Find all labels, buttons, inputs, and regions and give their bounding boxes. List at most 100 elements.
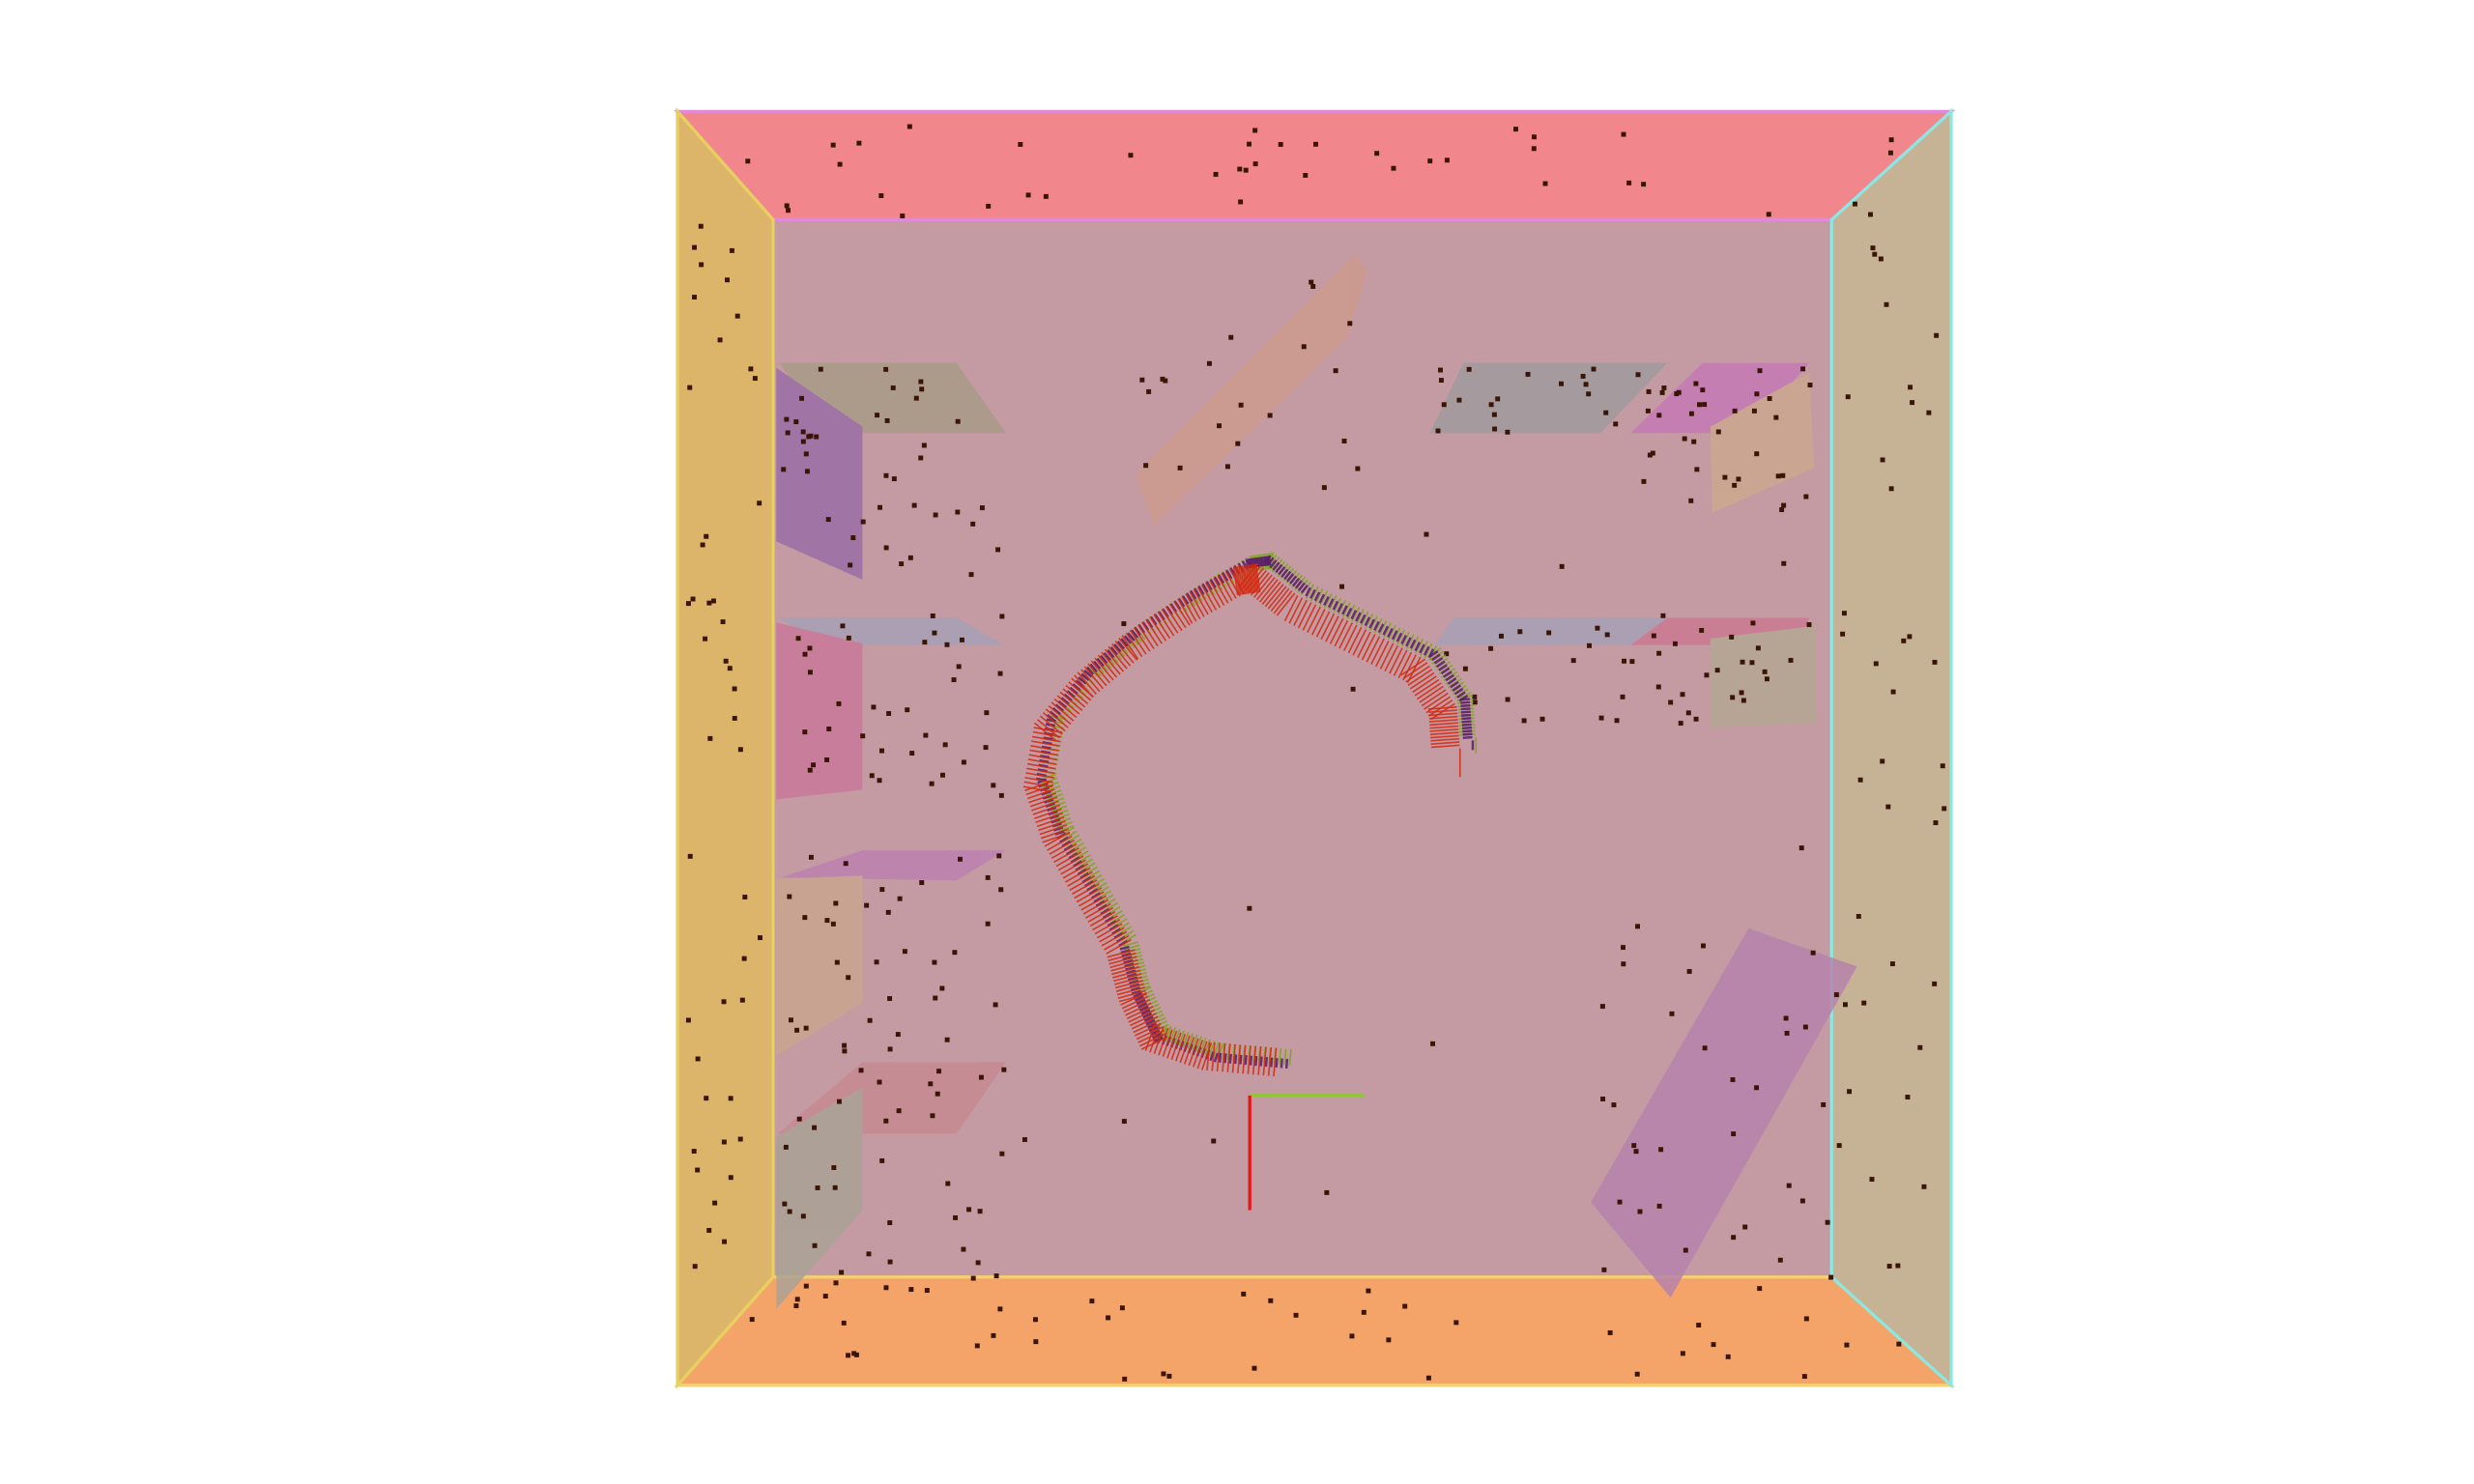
trajectory-segment bbox=[1462, 722, 1472, 723]
cloud-point bbox=[687, 385, 692, 390]
cloud-point bbox=[1693, 382, 1698, 386]
trajectory-segment bbox=[1240, 1055, 1241, 1065]
cloud-point bbox=[1668, 699, 1673, 704]
cloud-point bbox=[971, 1276, 976, 1281]
cloud-point bbox=[745, 158, 750, 163]
cloud-point bbox=[958, 857, 963, 862]
cloud-point bbox=[1837, 1143, 1842, 1148]
cloud-point bbox=[918, 380, 923, 385]
cloud-point bbox=[1121, 621, 1126, 626]
cloud-point bbox=[1776, 473, 1781, 478]
left-wall bbox=[677, 111, 773, 1384]
cloud-point bbox=[692, 295, 697, 300]
cloud-point bbox=[883, 473, 888, 478]
cloud-point bbox=[816, 1185, 820, 1190]
trajectory-segment bbox=[1261, 1057, 1262, 1067]
cloud-point bbox=[1355, 467, 1360, 471]
cloud-point bbox=[844, 861, 849, 866]
trajectory-segment bbox=[1461, 715, 1471, 716]
cloud-point bbox=[1787, 1184, 1792, 1188]
cloud-point bbox=[1784, 1015, 1789, 1020]
cloud-point bbox=[1934, 333, 1939, 338]
cloud-point bbox=[1310, 284, 1315, 289]
cloud-point bbox=[1699, 628, 1704, 633]
trajectory-segment bbox=[1462, 725, 1472, 726]
cloud-point bbox=[1716, 429, 1721, 434]
cloud-point bbox=[804, 1284, 809, 1289]
cloud-point bbox=[1887, 1264, 1892, 1269]
cloud-point bbox=[1804, 1316, 1809, 1321]
cloud-point bbox=[1581, 374, 1586, 379]
cloud-point bbox=[1853, 202, 1857, 207]
cloud-point bbox=[725, 277, 730, 282]
cloud-point bbox=[1635, 924, 1640, 928]
cloud-point bbox=[952, 950, 957, 955]
cloud-point bbox=[1656, 651, 1661, 656]
cloud-point bbox=[1703, 1045, 1708, 1050]
cloud-point bbox=[986, 204, 991, 209]
cloud-point bbox=[1463, 667, 1468, 671]
cloud-point bbox=[806, 434, 811, 439]
cloud-point bbox=[1870, 1177, 1875, 1182]
cloud-point bbox=[831, 1165, 836, 1170]
cloud-point bbox=[912, 503, 917, 508]
cloud-point bbox=[738, 747, 743, 752]
right-wall bbox=[1831, 111, 1951, 1384]
cloud-point bbox=[704, 534, 708, 539]
cloud-point bbox=[1689, 412, 1694, 416]
cloud-point bbox=[1631, 1143, 1636, 1148]
cloud-point bbox=[691, 597, 696, 602]
cloud-point bbox=[932, 631, 936, 636]
cloud-point bbox=[1803, 495, 1808, 499]
cloud-point bbox=[978, 1209, 983, 1213]
cloud-point bbox=[1736, 476, 1740, 481]
cloud-point bbox=[730, 248, 734, 253]
cloud-point bbox=[1641, 182, 1646, 186]
cloud-point bbox=[1868, 213, 1873, 217]
cloud-point bbox=[864, 903, 869, 908]
cloud-point bbox=[785, 203, 790, 208]
cloud-point bbox=[1779, 507, 1784, 512]
cloud-point bbox=[1427, 158, 1432, 163]
cloud-point bbox=[1626, 181, 1631, 186]
trajectory-segment bbox=[1462, 730, 1472, 731]
cloud-point bbox=[883, 367, 888, 372]
cloud-point bbox=[1638, 1210, 1643, 1214]
cloud-point bbox=[1729, 635, 1734, 640]
obstacle-panel bbox=[1711, 626, 1816, 728]
cloud-point bbox=[1615, 718, 1620, 723]
cloud-point bbox=[1811, 951, 1816, 956]
trajectory-segment bbox=[1271, 1058, 1272, 1068]
cloud-point bbox=[886, 910, 891, 915]
cloud-point bbox=[1214, 172, 1219, 177]
cloud-point bbox=[1613, 421, 1618, 426]
cloud-point bbox=[939, 985, 944, 990]
cloud-point bbox=[1252, 1366, 1257, 1371]
cloud-point bbox=[969, 572, 974, 577]
cloud-point bbox=[1595, 626, 1599, 631]
cloud-point bbox=[1673, 642, 1678, 646]
cloud-point bbox=[706, 1228, 711, 1233]
cloud-point bbox=[1279, 142, 1283, 147]
cloud-point bbox=[1559, 382, 1564, 386]
cloud-point bbox=[1880, 758, 1884, 763]
cloud-point bbox=[1826, 1220, 1830, 1225]
cloud-point bbox=[842, 1043, 847, 1048]
cloud-point bbox=[1252, 128, 1257, 133]
trajectory-segment bbox=[1460, 702, 1470, 703]
cloud-point bbox=[1322, 485, 1327, 490]
cloud-point bbox=[1789, 658, 1794, 663]
cloud-point bbox=[1687, 969, 1692, 974]
cloud-point bbox=[1847, 1089, 1852, 1094]
cloud-point bbox=[802, 915, 807, 920]
cloud-point bbox=[706, 601, 711, 606]
cloud-point bbox=[1453, 1320, 1458, 1325]
cloud-point bbox=[1890, 961, 1895, 966]
cloud-point bbox=[879, 1158, 884, 1163]
cloud-point bbox=[1872, 252, 1877, 257]
cloud-point bbox=[1917, 1045, 1922, 1050]
cloud-point bbox=[884, 545, 889, 550]
cloud-point bbox=[905, 707, 909, 712]
cloud-point bbox=[1636, 372, 1641, 377]
